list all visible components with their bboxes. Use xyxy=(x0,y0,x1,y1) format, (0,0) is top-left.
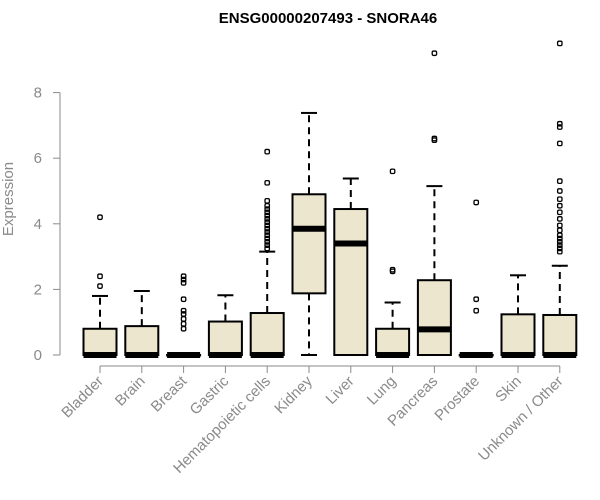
outlier-point xyxy=(264,209,271,216)
outlier-point xyxy=(556,120,563,127)
outlier-point xyxy=(431,135,438,142)
outlier-point xyxy=(180,296,187,303)
box-bladder xyxy=(82,214,118,358)
outlier-point xyxy=(264,222,271,229)
boxes-group xyxy=(82,40,578,358)
outlier-point xyxy=(264,212,271,219)
outlier-point xyxy=(556,245,563,252)
outlier-point xyxy=(264,245,271,252)
outlier-point xyxy=(264,206,271,212)
y-axis: 0 2 4 6 8 xyxy=(34,85,61,364)
x-tick-label: Prostate xyxy=(431,373,483,425)
outlier-point xyxy=(556,222,563,229)
x-tick-label: Brain xyxy=(112,373,149,410)
outlier-point xyxy=(473,307,480,314)
y-tick-label: 8 xyxy=(34,85,42,102)
x-tick-label: Bladder xyxy=(58,373,107,422)
outlier-point xyxy=(556,178,563,185)
x-tick-label: Lung xyxy=(364,373,400,409)
outlier-point xyxy=(264,229,271,235)
outlier-point xyxy=(264,232,271,239)
outlier-point xyxy=(264,219,271,226)
outlier-point xyxy=(556,124,563,130)
outlier-point xyxy=(264,225,271,232)
outlier-point xyxy=(473,199,480,206)
outlier-point xyxy=(556,235,563,242)
x-tick-label: Breast xyxy=(148,372,191,415)
outlier-point xyxy=(556,188,563,194)
y-tick-label: 0 xyxy=(34,347,42,364)
y-tick-label: 4 xyxy=(34,216,42,233)
iqr-box xyxy=(124,325,160,356)
iqr-box xyxy=(249,312,285,356)
box-liver xyxy=(333,177,369,356)
iqr-box xyxy=(416,279,452,356)
outlier-point xyxy=(264,242,271,248)
iqr-box xyxy=(500,313,536,357)
iqr-box xyxy=(207,320,243,357)
outlier-point xyxy=(556,238,563,245)
outlier-point xyxy=(389,168,396,175)
iqr-box xyxy=(291,193,327,295)
outlier-point xyxy=(180,276,187,283)
outlier-point xyxy=(180,307,187,314)
box-skin xyxy=(500,274,536,358)
box-breast xyxy=(166,273,202,358)
box-gastric xyxy=(207,294,243,358)
box-pancreas xyxy=(416,50,452,356)
box-hematopoietic-cells xyxy=(249,148,285,358)
outlier-point xyxy=(180,320,187,327)
iqr-box xyxy=(82,327,118,357)
outlier-point xyxy=(556,202,563,209)
box-kidney xyxy=(291,111,327,356)
outlier-point xyxy=(97,214,103,221)
outlier-point xyxy=(556,140,563,147)
box-lung xyxy=(375,168,411,358)
box-prostate xyxy=(458,199,494,358)
iqr-box xyxy=(542,313,578,357)
outlier-point xyxy=(264,235,271,242)
outlier-point xyxy=(431,50,438,57)
outlier-point xyxy=(556,40,563,47)
outlier-point xyxy=(180,279,187,286)
outlier-point xyxy=(264,238,271,245)
outlier-point xyxy=(264,197,271,204)
y-tick-label: 6 xyxy=(34,150,42,167)
y-axis-label: Expression xyxy=(0,162,17,236)
outlier-point xyxy=(556,227,563,234)
outlier-point xyxy=(264,179,271,186)
outlier-point xyxy=(180,325,187,332)
outlier-point xyxy=(264,216,271,222)
outlier-point xyxy=(556,248,563,255)
box-brain xyxy=(124,290,160,358)
box-unknown-other xyxy=(542,40,578,358)
chart-title: ENSG00000207493 - SNORA46 xyxy=(219,10,437,27)
x-tick-label: Kidney xyxy=(271,372,316,417)
y-tick-label: 2 xyxy=(34,281,42,298)
outlier-point xyxy=(556,216,563,222)
outlier-point xyxy=(556,196,563,203)
outlier-point xyxy=(97,283,103,289)
x-tick-label: Liver xyxy=(323,373,358,408)
outlier-point xyxy=(264,148,271,155)
iqr-box xyxy=(333,208,369,356)
outlier-point xyxy=(97,273,103,280)
outlier-point xyxy=(180,316,187,322)
outlier-point xyxy=(473,296,480,303)
outlier-point xyxy=(556,242,563,248)
outlier-point xyxy=(389,266,396,273)
outlier-point xyxy=(556,209,563,216)
x-tick-label: Skin xyxy=(492,373,525,406)
iqr-box xyxy=(375,327,411,357)
outlier-point xyxy=(180,273,187,280)
outlier-point xyxy=(180,311,187,317)
